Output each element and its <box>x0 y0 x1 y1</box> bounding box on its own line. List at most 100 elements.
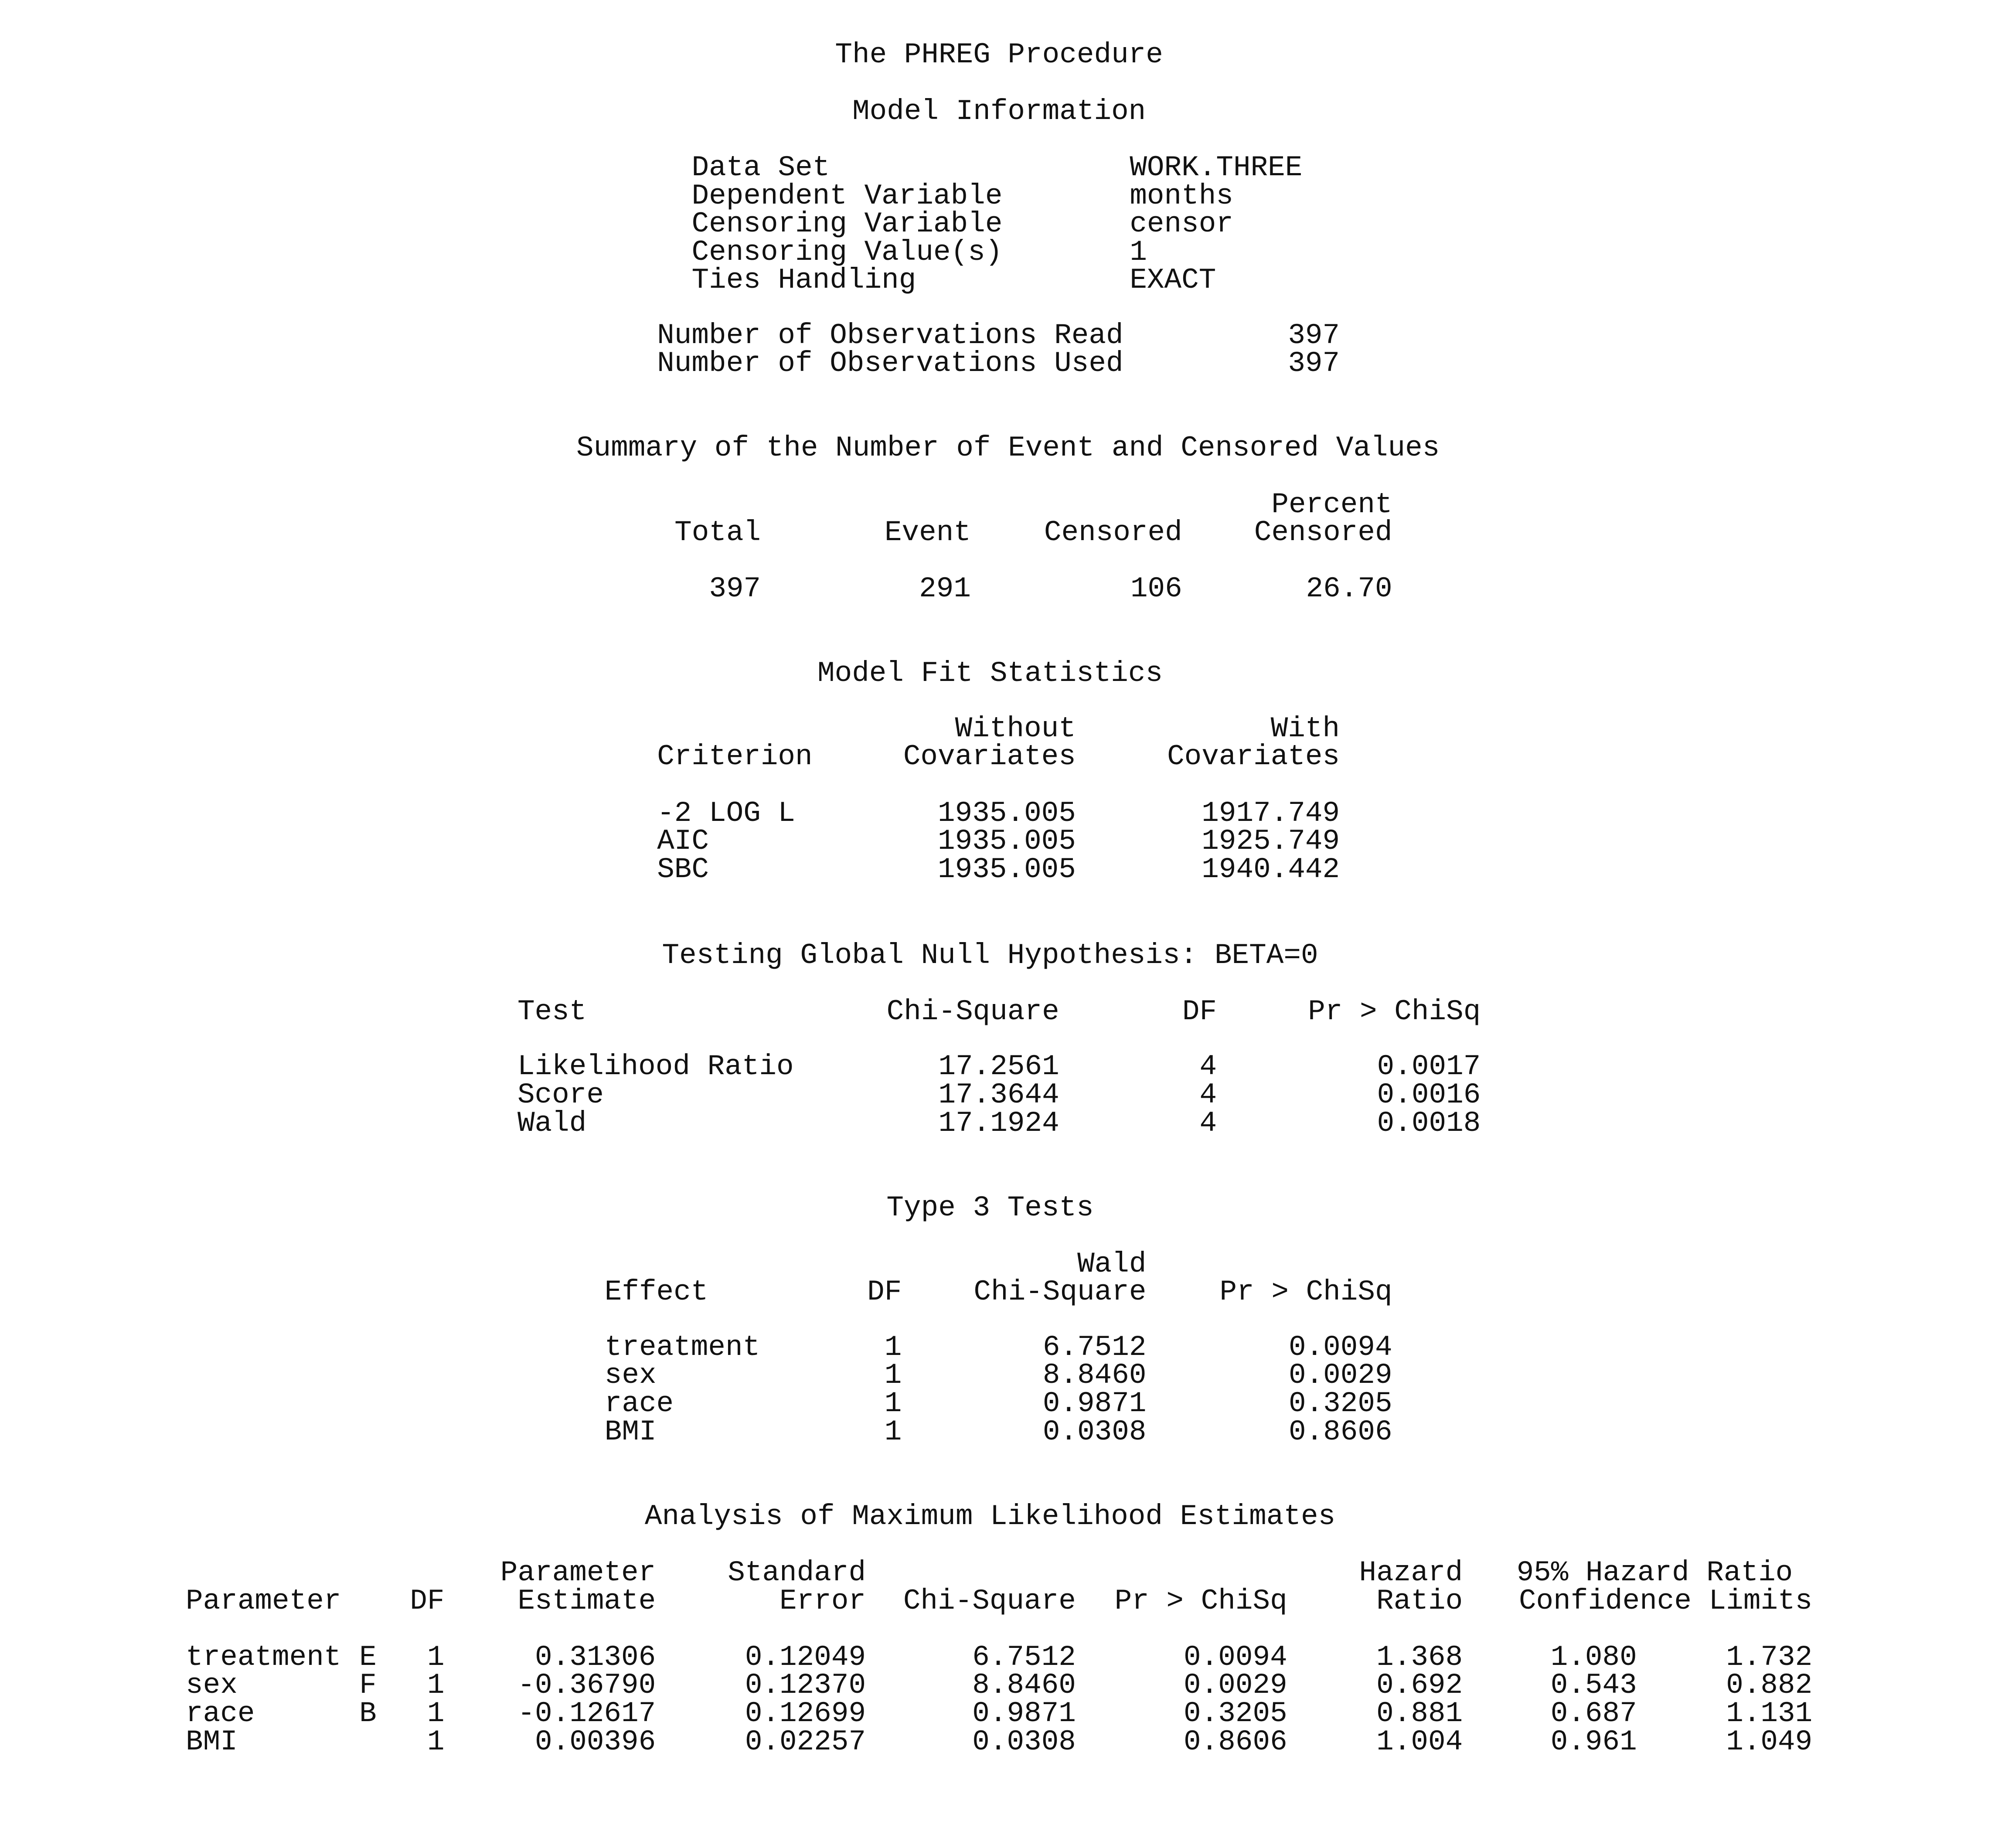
column-header: Censored <box>1044 516 1182 549</box>
cell: 0.9871 <box>1042 1387 1147 1420</box>
column-header: Standard <box>728 1556 866 1589</box>
column-header: Error <box>779 1584 866 1617</box>
cell: race <box>604 1387 674 1420</box>
section-heading: Model Fit Statistics <box>817 657 1163 690</box>
cell: 0.02257 <box>745 1725 866 1758</box>
section-heading: Analysis of Maximum Likelihood Estimates <box>644 1500 1336 1533</box>
obs-label: Number of Observations Read <box>657 319 1123 352</box>
column-header: Covariates <box>903 740 1076 773</box>
cell: -0.12617 <box>517 1697 656 1730</box>
cell: 1917.749 <box>1202 796 1340 830</box>
column-header: 95% Hazard Ratio <box>1516 1556 1793 1589</box>
cell: 0.0029 <box>1184 1669 1287 1702</box>
column-header: Estimate <box>517 1584 656 1617</box>
cell: 1940.442 <box>1202 853 1340 886</box>
cell: race <box>186 1697 255 1730</box>
column-header: Wald <box>1077 1247 1147 1280</box>
column-header: DF <box>1182 995 1217 1028</box>
column-header: Without <box>955 712 1076 745</box>
model-info-value: censor <box>1130 208 1233 241</box>
cell: 4 <box>1199 1078 1217 1111</box>
column-header: Chi-Square <box>886 995 1059 1028</box>
cell: 8.8460 <box>1042 1359 1147 1392</box>
obs-value: 397 <box>1288 319 1340 352</box>
cell: 0.3205 <box>1288 1387 1392 1420</box>
column-header: Test <box>517 995 587 1028</box>
cell: treatment <box>186 1640 341 1674</box>
cell: 0.692 <box>1376 1669 1463 1702</box>
cell: 0.687 <box>1550 1697 1637 1730</box>
cell: 0.882 <box>1726 1669 1813 1702</box>
cell: 0.0094 <box>1288 1331 1392 1364</box>
column-header: Ratio <box>1376 1584 1463 1617</box>
cell: sex <box>604 1359 657 1392</box>
column-header: Censored <box>1254 516 1392 549</box>
cell: 1935.005 <box>938 853 1076 886</box>
model-info-label: Ties Handling <box>691 264 916 297</box>
cell: 0.543 <box>1550 1669 1637 1702</box>
model-info-label: Censoring Value(s) <box>691 235 1003 269</box>
cell: 1935.005 <box>938 825 1076 858</box>
cell: 0.0308 <box>972 1725 1076 1758</box>
cell: -2 LOG L <box>657 796 796 830</box>
cell: Score <box>517 1078 604 1111</box>
cell: 1 <box>427 1640 445 1674</box>
column-header: DF <box>867 1276 902 1309</box>
model-info-label: Censoring Variable <box>691 208 1003 241</box>
cell: 4 <box>1199 1050 1217 1083</box>
cell: sex <box>186 1669 238 1702</box>
cell: 1935.005 <box>938 796 1076 830</box>
cell: 1 <box>884 1331 902 1364</box>
cell: 1 <box>884 1387 902 1420</box>
cell: 17.1924 <box>938 1106 1059 1140</box>
column-header: Chi-Square <box>903 1584 1076 1617</box>
obs-label: Number of Observations Used <box>657 347 1123 380</box>
column-header: Hazard <box>1359 1556 1463 1589</box>
cell: 0.0018 <box>1377 1106 1481 1140</box>
cell: 0.31306 <box>535 1640 656 1674</box>
column-header: Confidence Limits <box>1518 1584 1813 1617</box>
cell: BMI <box>604 1415 657 1448</box>
model-info-value: 1 <box>1130 235 1147 269</box>
cell: 397 <box>709 572 761 606</box>
cell: F <box>359 1669 377 1702</box>
cell: 0.8606 <box>1288 1415 1392 1448</box>
cell: 1925.749 <box>1202 825 1340 858</box>
cell: 0.9871 <box>972 1697 1076 1730</box>
section-heading: Type 3 Tests <box>886 1191 1094 1224</box>
cell: 0.961 <box>1550 1725 1637 1758</box>
cell: 4 <box>1199 1106 1217 1140</box>
cell: -0.36790 <box>517 1669 656 1702</box>
cell: 1.732 <box>1726 1640 1813 1674</box>
column-header: Pr > ChiSq <box>1114 1584 1287 1617</box>
cell: 1.004 <box>1376 1725 1463 1758</box>
cell: E <box>359 1640 377 1674</box>
cell: 1 <box>427 1725 445 1758</box>
section-heading: Testing Global Null Hypothesis: BETA=0 <box>662 939 1318 972</box>
cell: 0.12370 <box>745 1669 866 1702</box>
cell: SBC <box>657 853 709 886</box>
column-header: With <box>1270 712 1340 745</box>
cell: Likelihood Ratio <box>517 1050 794 1083</box>
column-header: Pr > ChiSq <box>1308 995 1481 1028</box>
model-info-label: Dependent Variable <box>691 179 1003 212</box>
cell: 6.7512 <box>972 1640 1076 1674</box>
column-header: Parameter <box>500 1556 656 1589</box>
cell: B <box>359 1697 377 1730</box>
cell: 0.0016 <box>1377 1078 1481 1111</box>
column-header: Parameter <box>186 1584 341 1617</box>
cell: AIC <box>657 825 709 858</box>
cell: 6.7512 <box>1042 1331 1147 1364</box>
column-header: Pr > ChiSq <box>1219 1276 1392 1309</box>
model-info-value: WORK.THREE <box>1130 151 1303 184</box>
cell: 0.8606 <box>1184 1725 1287 1758</box>
obs-value: 397 <box>1288 347 1340 380</box>
section-heading: Summary of the Number of Event and Censo… <box>576 432 1440 465</box>
cell: 0.12699 <box>745 1697 866 1730</box>
cell: 1 <box>884 1415 902 1448</box>
cell: Wald <box>517 1106 587 1140</box>
column-header: Effect <box>604 1276 708 1309</box>
cell: 1 <box>884 1359 902 1392</box>
model-info-value: EXACT <box>1130 264 1216 297</box>
column-header: DF <box>410 1584 445 1617</box>
